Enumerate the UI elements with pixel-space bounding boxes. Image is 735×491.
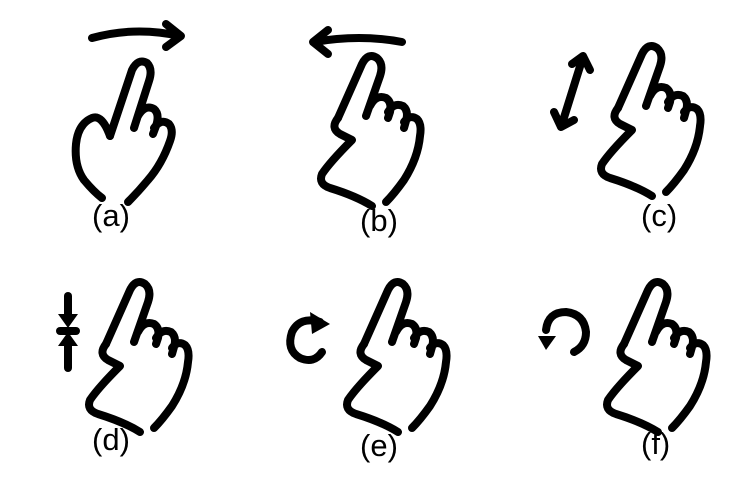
diagonal-drag-icon: [550, 46, 701, 196]
pinch-vertical-icon: [56, 282, 189, 432]
swipe-left-icon: [309, 26, 421, 206]
rotate-counterclockwise-icon: [538, 282, 707, 432]
caption-a: (a): [92, 198, 130, 233]
rotate-clockwise-icon: [286, 282, 446, 432]
caption-b: (b): [360, 203, 398, 238]
caption-c: (c): [641, 198, 678, 233]
caption-f: (f): [641, 426, 671, 461]
swipe-right-icon: [76, 20, 185, 202]
caption-d: (d): [92, 422, 130, 457]
caption-e: (e): [360, 428, 398, 463]
